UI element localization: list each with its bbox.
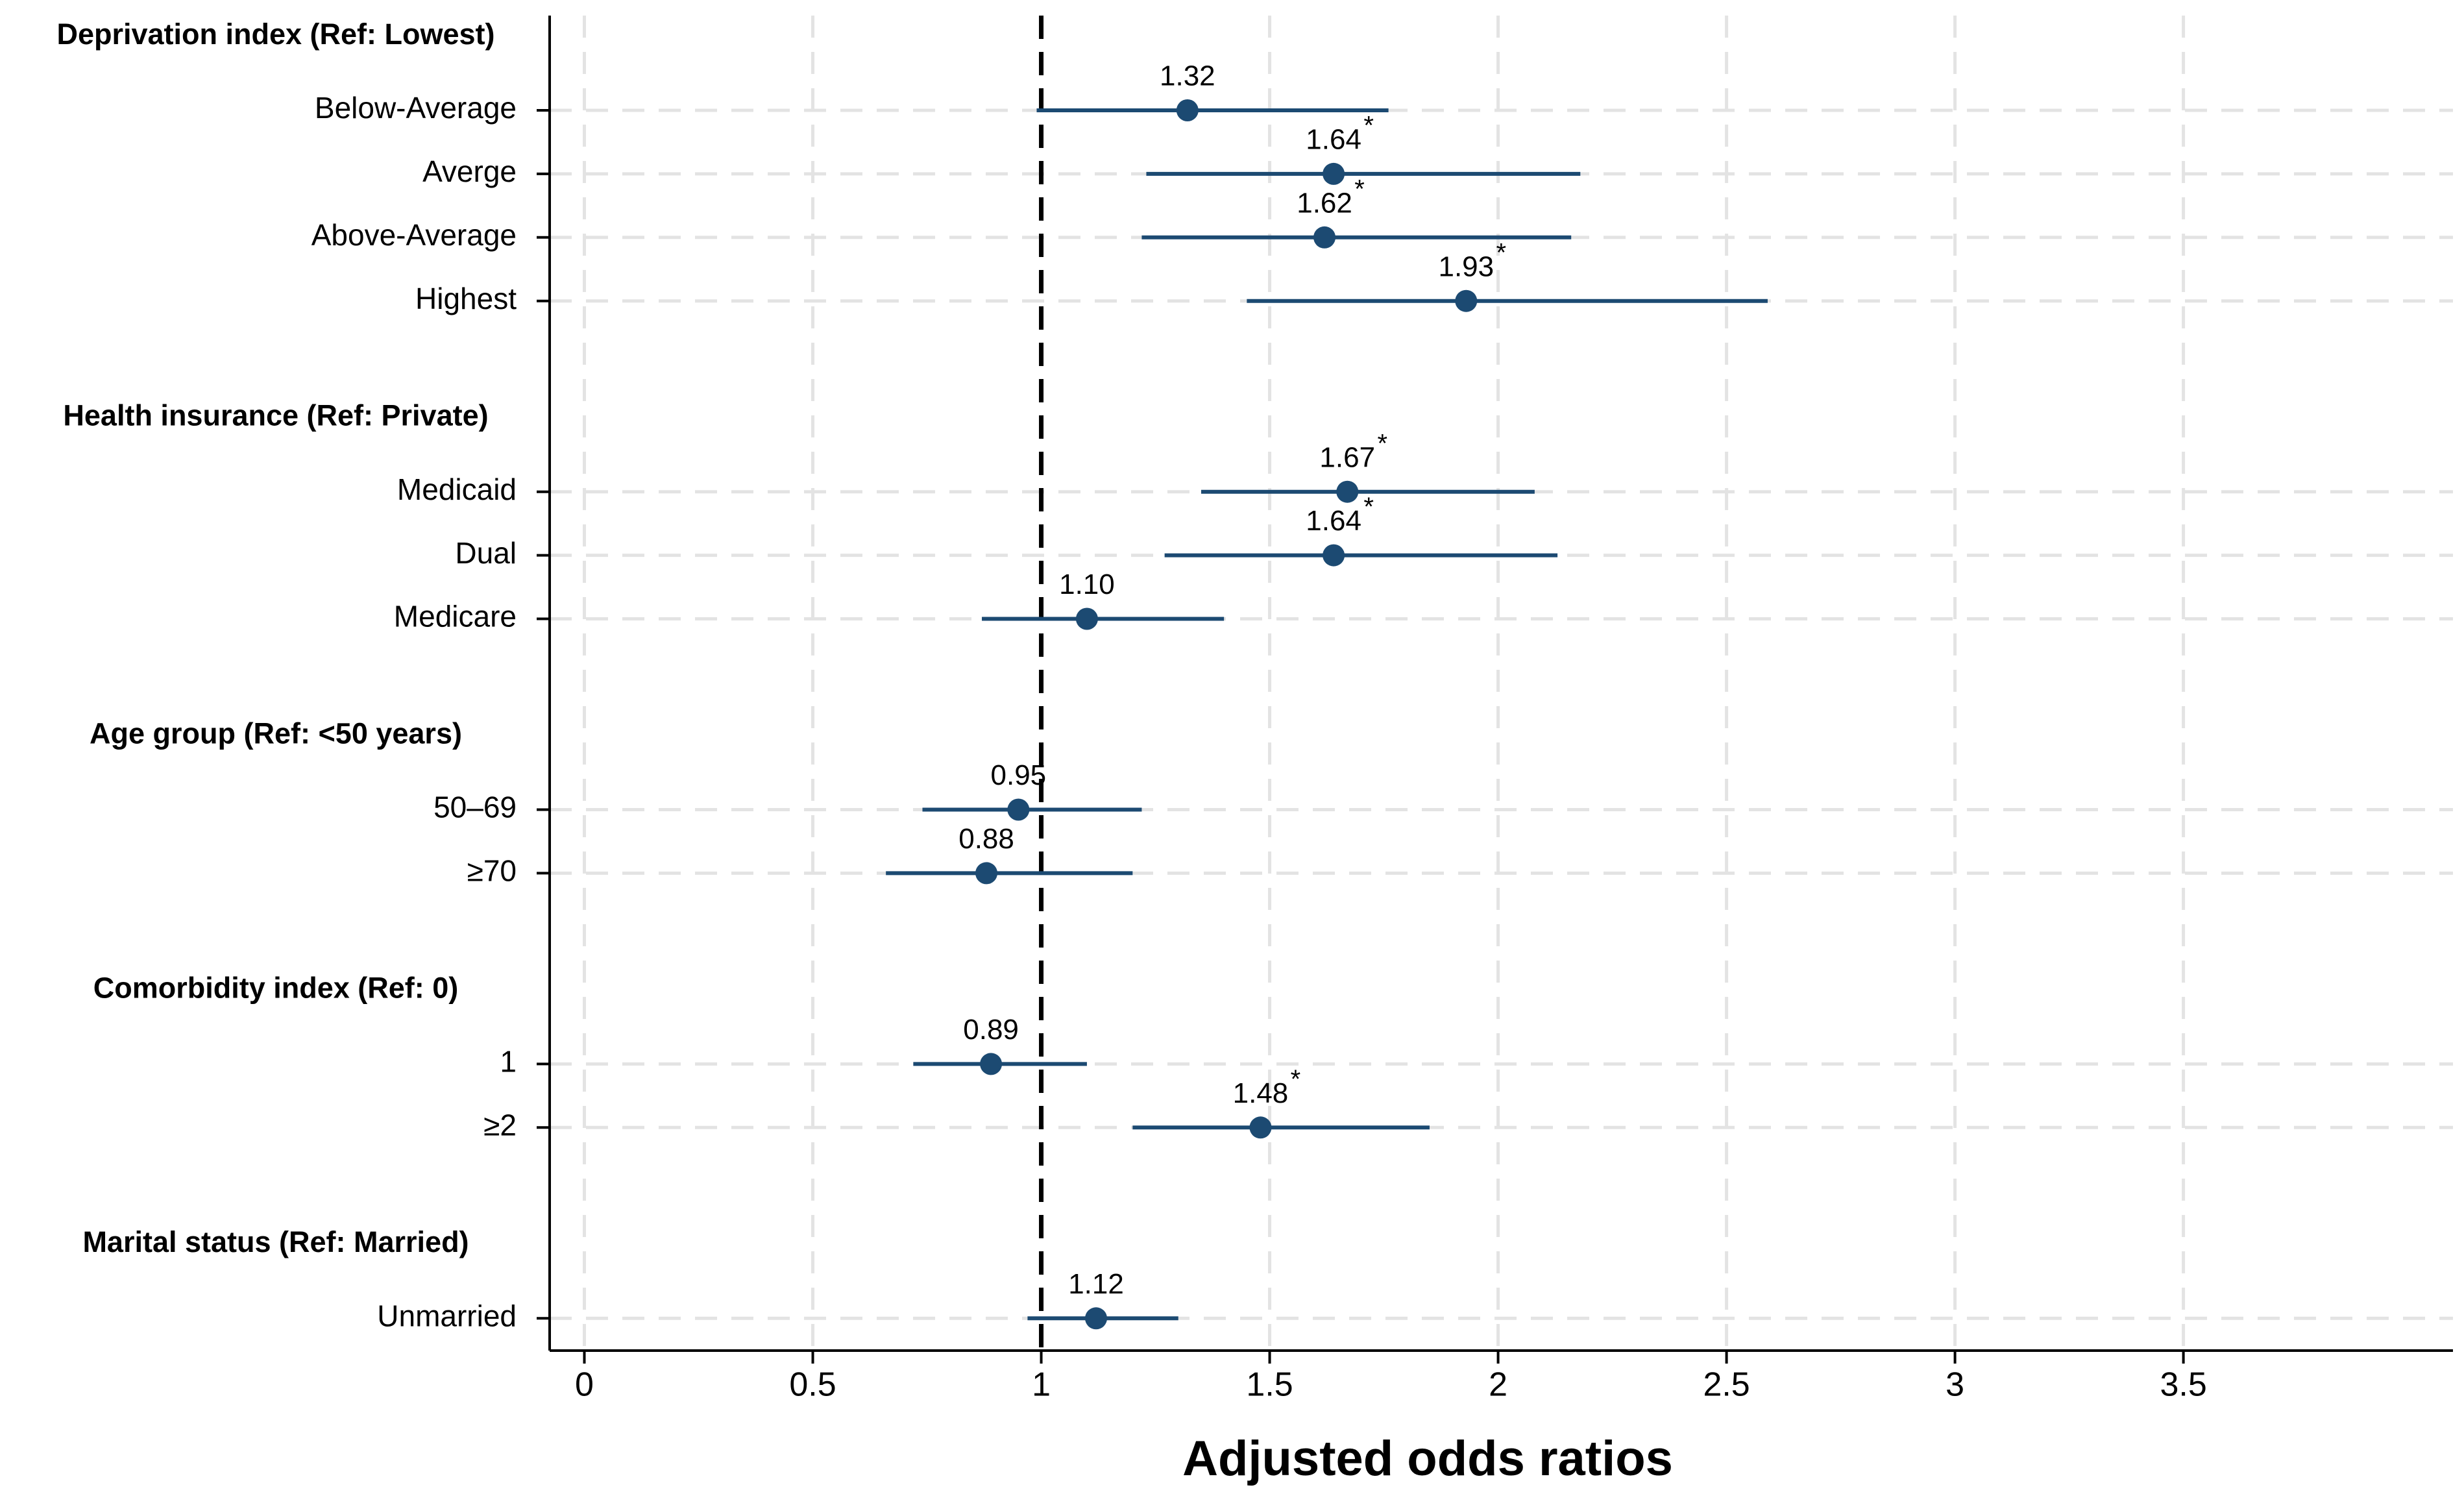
- y-tick-label: ≥70: [467, 854, 517, 888]
- y-tick-label: Unmarried: [377, 1299, 517, 1332]
- value-label: 1.10: [1059, 569, 1115, 600]
- x-tick-label: 3: [1946, 1366, 1964, 1404]
- value-label: 1.48: [1233, 1077, 1289, 1109]
- group-header: Marital status (Ref: Married): [82, 1225, 469, 1258]
- point-estimate: [1336, 480, 1359, 503]
- x-tick-label: 0.5: [789, 1366, 836, 1404]
- value-label: 0.95: [991, 759, 1047, 791]
- x-tick-label: 1: [1032, 1366, 1051, 1404]
- point-estimate: [975, 862, 998, 885]
- point-estimate: [1323, 544, 1345, 567]
- value-label: 1.93: [1438, 251, 1494, 282]
- point-estimate: [1313, 226, 1336, 249]
- point-estimate: [1075, 607, 1098, 630]
- group-header: Age group (Ref: <50 years): [90, 717, 462, 750]
- point-estimate: [1176, 99, 1199, 121]
- x-tick-label: 2.5: [1703, 1366, 1750, 1404]
- value-label: 0.88: [958, 823, 1014, 855]
- y-tick-label: Medicaid: [397, 472, 517, 506]
- y-tick-label: 1: [500, 1045, 517, 1079]
- point-estimate: [1249, 1116, 1272, 1139]
- value-label: 1.67: [1319, 441, 1375, 473]
- y-tick-label: Above-Average: [311, 218, 517, 252]
- x-tick-label: 0: [575, 1366, 594, 1404]
- x-tick-label: 3.5: [2160, 1366, 2206, 1404]
- point-estimate: [1007, 798, 1030, 821]
- y-tick-label: Below-Average: [315, 91, 517, 125]
- point-estimate: [1455, 289, 1478, 312]
- point-estimate: [1085, 1307, 1108, 1330]
- x-tick-label: 2: [1489, 1366, 1507, 1404]
- y-tick-label: Medicare: [394, 600, 517, 633]
- significance-marker: *: [1377, 429, 1387, 458]
- y-tick-label: ≥2: [483, 1108, 517, 1142]
- y-tick-label: Averge: [422, 154, 517, 188]
- significance-marker: *: [1496, 238, 1507, 267]
- significance-marker: *: [1291, 1065, 1301, 1094]
- y-tick-label: 50–69: [433, 790, 517, 824]
- value-label: 1.62: [1297, 187, 1352, 219]
- significance-marker: *: [1354, 175, 1365, 203]
- x-axis-title: Adjusted odds ratios: [1182, 1431, 1673, 1486]
- group-header: Comorbidity index (Ref: 0): [93, 971, 459, 1004]
- y-tick-label: Dual: [455, 536, 517, 570]
- y-tick-label: Highest: [415, 282, 517, 315]
- point-estimate: [1323, 162, 1345, 185]
- value-label: 1.64: [1306, 124, 1361, 156]
- value-label: 1.12: [1068, 1268, 1124, 1300]
- group-header: Health insurance (Ref: Private): [63, 399, 488, 432]
- x-tick-label: 1.5: [1246, 1366, 1293, 1404]
- value-label: 0.89: [963, 1014, 1019, 1046]
- value-label: 1.32: [1160, 60, 1215, 92]
- significance-marker: *: [1363, 493, 1374, 521]
- significance-marker: *: [1363, 111, 1374, 140]
- value-label: 1.64: [1306, 505, 1361, 537]
- point-estimate: [980, 1053, 1003, 1075]
- group-header: Deprivation index (Ref: Lowest): [56, 18, 494, 51]
